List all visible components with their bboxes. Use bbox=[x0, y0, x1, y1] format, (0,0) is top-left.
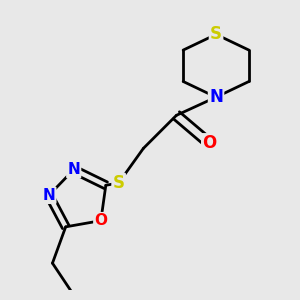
Text: N: N bbox=[67, 162, 80, 177]
Text: S: S bbox=[210, 26, 222, 44]
Text: O: O bbox=[202, 134, 217, 152]
Text: S: S bbox=[112, 174, 124, 192]
Text: N: N bbox=[43, 188, 55, 203]
Text: N: N bbox=[209, 88, 223, 106]
Text: O: O bbox=[94, 213, 107, 228]
